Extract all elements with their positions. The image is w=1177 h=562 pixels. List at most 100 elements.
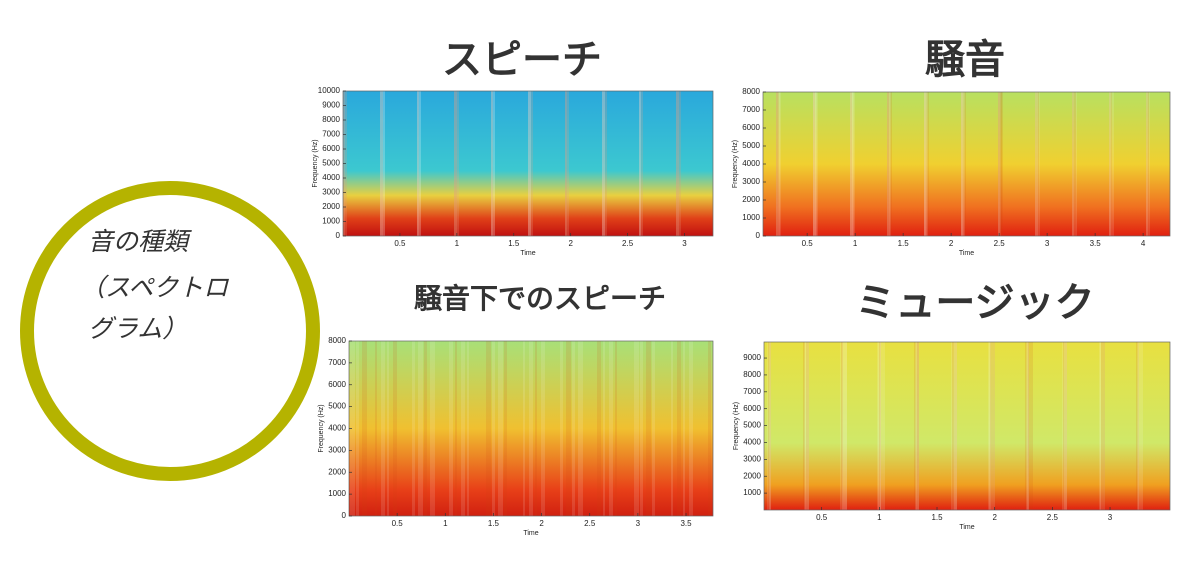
spectrogram-texture (412, 341, 415, 516)
spectrogram-texture (639, 91, 643, 236)
spectrogram-texture (380, 91, 383, 236)
x-axis-label: Time (959, 524, 974, 531)
spectrogram-texture (602, 91, 607, 236)
spectrogram-texture (535, 341, 537, 516)
y-tick-label: 9000 (322, 101, 340, 110)
spectrogram-texture (375, 341, 377, 516)
spectrogram-texture (1025, 342, 1029, 510)
spectrogram-texture (961, 92, 964, 236)
spectrogram-texture (603, 341, 605, 516)
spectrogram-texture (454, 91, 457, 236)
y-tick-label: 8000 (742, 87, 760, 96)
spectrogram-texture (356, 341, 359, 516)
spectrogram-texture (991, 342, 995, 510)
spectrogram-texture (989, 342, 991, 510)
spectrogram-texture (467, 341, 469, 516)
y-tick-label: 4000 (322, 173, 340, 182)
circle-label: グラム） (88, 314, 187, 343)
x-tick-label: 4 (1141, 239, 1146, 248)
spectrogram-texture (362, 341, 367, 516)
spectrogram-texture (676, 91, 679, 236)
spectrogram-texture (689, 341, 693, 516)
spectrogram-texture (924, 92, 927, 236)
spectrogram-texture (998, 92, 1003, 236)
x-tick-label: 0.5 (394, 239, 406, 248)
spectrogram-texture (879, 342, 881, 510)
spectrogram-texture (850, 92, 855, 236)
spectrogram-texture (708, 341, 711, 516)
spectrogram-texture (842, 342, 847, 510)
spectrogram-texture (491, 91, 495, 236)
spectrogram-texture (1146, 92, 1149, 236)
spectrogram-texture (380, 91, 385, 236)
y-tick-label: 0 (342, 511, 347, 520)
spectrogram-texture (990, 342, 995, 510)
y-tick-label: 0 (336, 231, 341, 240)
x-tick-label: 0.5 (802, 239, 814, 248)
spectrogram-texture (572, 341, 575, 516)
spectrogram-texture (1137, 342, 1139, 510)
y-tick-label: 6000 (322, 144, 340, 153)
spectrogram-texture (1026, 342, 1029, 510)
y-tick-label: 2000 (743, 471, 761, 480)
x-tick-label: 1 (443, 519, 448, 528)
spectrogram-texture (492, 341, 495, 516)
spectrogram-texture (491, 91, 493, 236)
spectrogram-texture (1035, 92, 1038, 236)
spectrogram-texture (449, 341, 453, 516)
y-tick-label: 6000 (742, 123, 760, 132)
spectrogram-texture (565, 91, 567, 236)
spectrogram-texture (528, 91, 533, 236)
spectrogram-texture (676, 91, 679, 236)
spectrogram (763, 92, 1170, 236)
spectrogram-texture (988, 342, 991, 510)
spectrogram-texture (776, 92, 780, 236)
x-axis-label: Time (959, 250, 974, 257)
x-tick-label: 1 (455, 239, 460, 248)
x-tick-label: 2 (539, 519, 544, 528)
spectrogram-texture (1028, 342, 1033, 510)
x-tick-label: 1 (853, 239, 858, 248)
spectrogram-texture (961, 92, 965, 236)
spectrogram-texture (486, 341, 491, 516)
spectrogram-texture (915, 342, 919, 510)
spectrogram-texture (850, 92, 853, 236)
spectrogram-texture (417, 91, 421, 236)
x-tick-label: 1.5 (488, 519, 500, 528)
chart-title: ミュージック (855, 280, 1094, 326)
y-tick-label: 9000 (743, 353, 761, 362)
spectrogram-texture (380, 91, 383, 236)
spectrogram-texture (454, 91, 459, 236)
y-tick-label: 3000 (743, 454, 761, 463)
circle (20, 181, 320, 481)
spectrogram-texture (767, 342, 771, 510)
chart-title: 騒音 (925, 37, 1005, 83)
chart-title: 騒音下でのスピーチ (414, 282, 666, 315)
spectrogram-texture (887, 92, 892, 236)
spectrogram-texture (804, 342, 809, 510)
y-tick-label: 5000 (328, 402, 346, 411)
spectrogram-texture (1035, 92, 1039, 236)
y-tick-label: 7000 (328, 358, 346, 367)
y-tick-label: 10000 (318, 86, 341, 95)
y-tick-label: 2000 (742, 195, 760, 204)
y-tick-label: 6000 (743, 404, 761, 413)
spectrogram-texture (776, 92, 781, 236)
spectrogram-texture (602, 91, 605, 236)
y-tick-label: 4000 (328, 424, 346, 433)
spectrogram-texture (566, 341, 571, 516)
spectrogram-texture (776, 92, 778, 236)
spectrogram-texture (646, 341, 651, 516)
spectrogram-texture (998, 92, 1001, 236)
spectrogram-texture (887, 92, 891, 236)
spectrogram (764, 342, 1170, 510)
y-tick-label: 1000 (742, 213, 760, 222)
spectrogram-texture (504, 341, 507, 516)
spectrogram-texture (1099, 342, 1101, 510)
spectrogram-texture (1027, 342, 1029, 510)
spectrogram-texture (1062, 342, 1067, 510)
spectrogram-texture (840, 342, 843, 510)
spectrogram-texture (998, 92, 1002, 236)
spectrogram-texture (1109, 92, 1111, 236)
y-tick-label: 5000 (742, 141, 760, 150)
